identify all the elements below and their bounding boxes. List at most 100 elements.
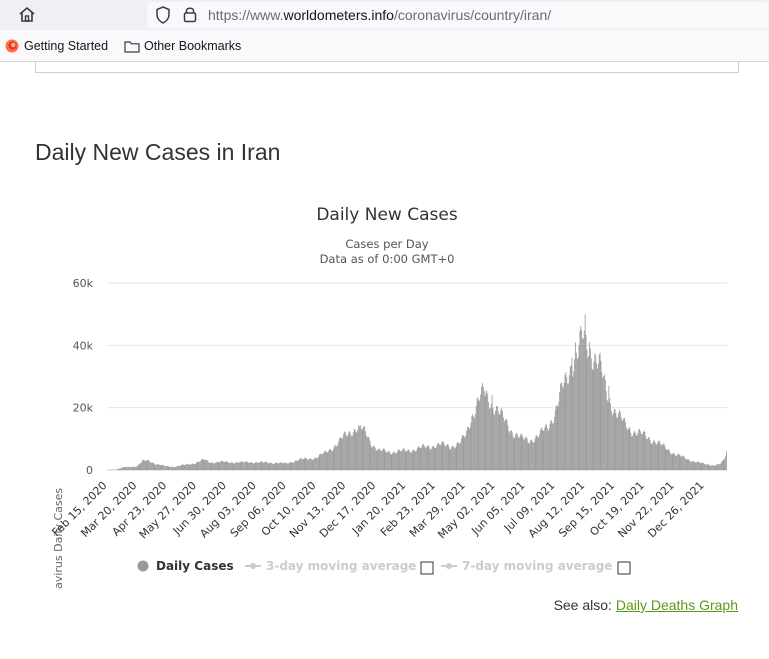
bar-day-178 (263, 462, 265, 470)
bar-day-249 (325, 451, 327, 470)
bar-day-353 (417, 448, 418, 470)
bar-day-523 (566, 377, 568, 470)
checkbox-3-day-average[interactable] (420, 561, 434, 575)
bar-day-380 (440, 444, 442, 470)
bar-day-616 (647, 437, 649, 470)
bar-day-607 (640, 431, 641, 470)
bar-day-54 (154, 464, 156, 470)
firefox-icon (5, 39, 19, 53)
bar-day-122 (214, 463, 215, 470)
daily-deaths-graph-link[interactable]: Daily Deaths Graph (615, 597, 738, 613)
bar-day-157 (244, 461, 246, 470)
bar-day-351 (415, 451, 417, 470)
bar-day-396 (454, 448, 456, 470)
bar-day-250 (326, 452, 328, 470)
bar-day-550 (590, 348, 591, 470)
bar-day-352 (416, 450, 417, 470)
bar-day-458 (509, 432, 511, 470)
bar-day-201 (283, 463, 285, 470)
bar-day-62 (161, 464, 163, 470)
bar-day-581 (617, 417, 619, 470)
daily-cases-bars (107, 314, 727, 470)
bar-day-511 (555, 405, 557, 470)
bar-day-392 (451, 447, 453, 470)
url-text[interactable]: https://www.worldometers.info/coronaviru… (208, 7, 551, 23)
bar-day-615 (647, 438, 648, 470)
bar-day-531 (573, 371, 575, 470)
bar-day-415 (471, 416, 473, 470)
bar-day-637 (666, 450, 668, 470)
legend-marker-daily-cases (137, 560, 149, 572)
bar-day-335 (401, 450, 403, 470)
shield-icon[interactable] (155, 6, 171, 24)
bar-day-185 (269, 462, 271, 470)
bar-day-525 (568, 383, 569, 470)
bar-day-303 (373, 445, 374, 470)
bar-day-32 (135, 466, 136, 470)
legend-item-3-day-average[interactable]: 3-day moving average (245, 559, 416, 573)
bar-day-541 (582, 338, 583, 470)
bar-day-312 (380, 451, 382, 470)
bar-day-161 (248, 463, 250, 470)
bar-day-450 (502, 411, 504, 470)
bar-day-172 (258, 462, 259, 470)
bar-day-14 (119, 468, 121, 470)
bar-day-585 (620, 416, 622, 470)
bar-day-573 (610, 403, 612, 470)
bar-day-226 (305, 457, 307, 470)
bar-day-495 (541, 428, 543, 470)
bar-day-199 (281, 462, 283, 470)
bar-day-527 (569, 366, 571, 470)
address-bar[interactable] (147, 2, 769, 28)
bar-day-262 (337, 445, 338, 470)
bar-day-338 (403, 448, 405, 470)
bar-day-264 (338, 438, 340, 470)
legend-item-7-day-average[interactable]: 7-day moving average (441, 559, 612, 573)
bar-day-225 (304, 457, 306, 470)
bar-day-441 (494, 414, 496, 470)
bookmark-getting-started[interactable]: Getting Started (24, 39, 109, 53)
checkbox-7-day-average[interactable] (617, 561, 631, 575)
bar-day-227 (306, 458, 308, 470)
bar-day-187 (271, 462, 273, 470)
bar-day-64 (163, 465, 165, 470)
bar-day-365 (427, 445, 429, 470)
bar-day-16 (121, 468, 122, 470)
bar-day-421 (476, 398, 478, 470)
bar-day-37 (139, 463, 141, 470)
bar-day-78 (175, 466, 177, 470)
home-button[interactable] (16, 5, 38, 25)
bar-day-186 (270, 462, 272, 470)
bar-day-89 (185, 464, 186, 470)
bar-day-44 (145, 460, 147, 470)
bookmark-other-bookmarks[interactable]: Other Bookmarks (144, 39, 242, 53)
bar-day-594 (628, 427, 630, 470)
bar-day-497 (543, 430, 545, 470)
bar-day-170 (256, 462, 258, 470)
bar-day-532 (574, 359, 576, 470)
bar-day-208 (289, 462, 291, 470)
bar-day-176 (261, 461, 263, 470)
bar-day-672 (697, 461, 698, 470)
bar-day-333 (399, 450, 401, 470)
bar-day-361 (424, 445, 425, 470)
lock-icon[interactable] (182, 5, 198, 23)
url-path: /coronavirus/country/iran/ (393, 7, 552, 23)
legend-item-daily-cases[interactable]: Daily Cases (137, 559, 234, 573)
bar-day-252 (328, 450, 330, 470)
bar-day-213 (294, 461, 295, 470)
bar-day-273 (346, 436, 348, 470)
bar-day-126 (217, 462, 219, 470)
bar-day-105 (199, 461, 201, 470)
bar-day-97 (192, 463, 194, 470)
bar-day-480 (528, 443, 530, 470)
bar-day-279 (352, 435, 353, 470)
bar-day-99 (193, 464, 195, 470)
bar-day-198 (280, 462, 282, 470)
bar-day-636 (665, 449, 667, 470)
bar-day-229 (308, 459, 309, 470)
bar-day-645 (673, 453, 675, 470)
bar-day-153 (241, 461, 243, 470)
bar-day-356 (419, 448, 421, 470)
bar-day-437 (490, 403, 492, 470)
